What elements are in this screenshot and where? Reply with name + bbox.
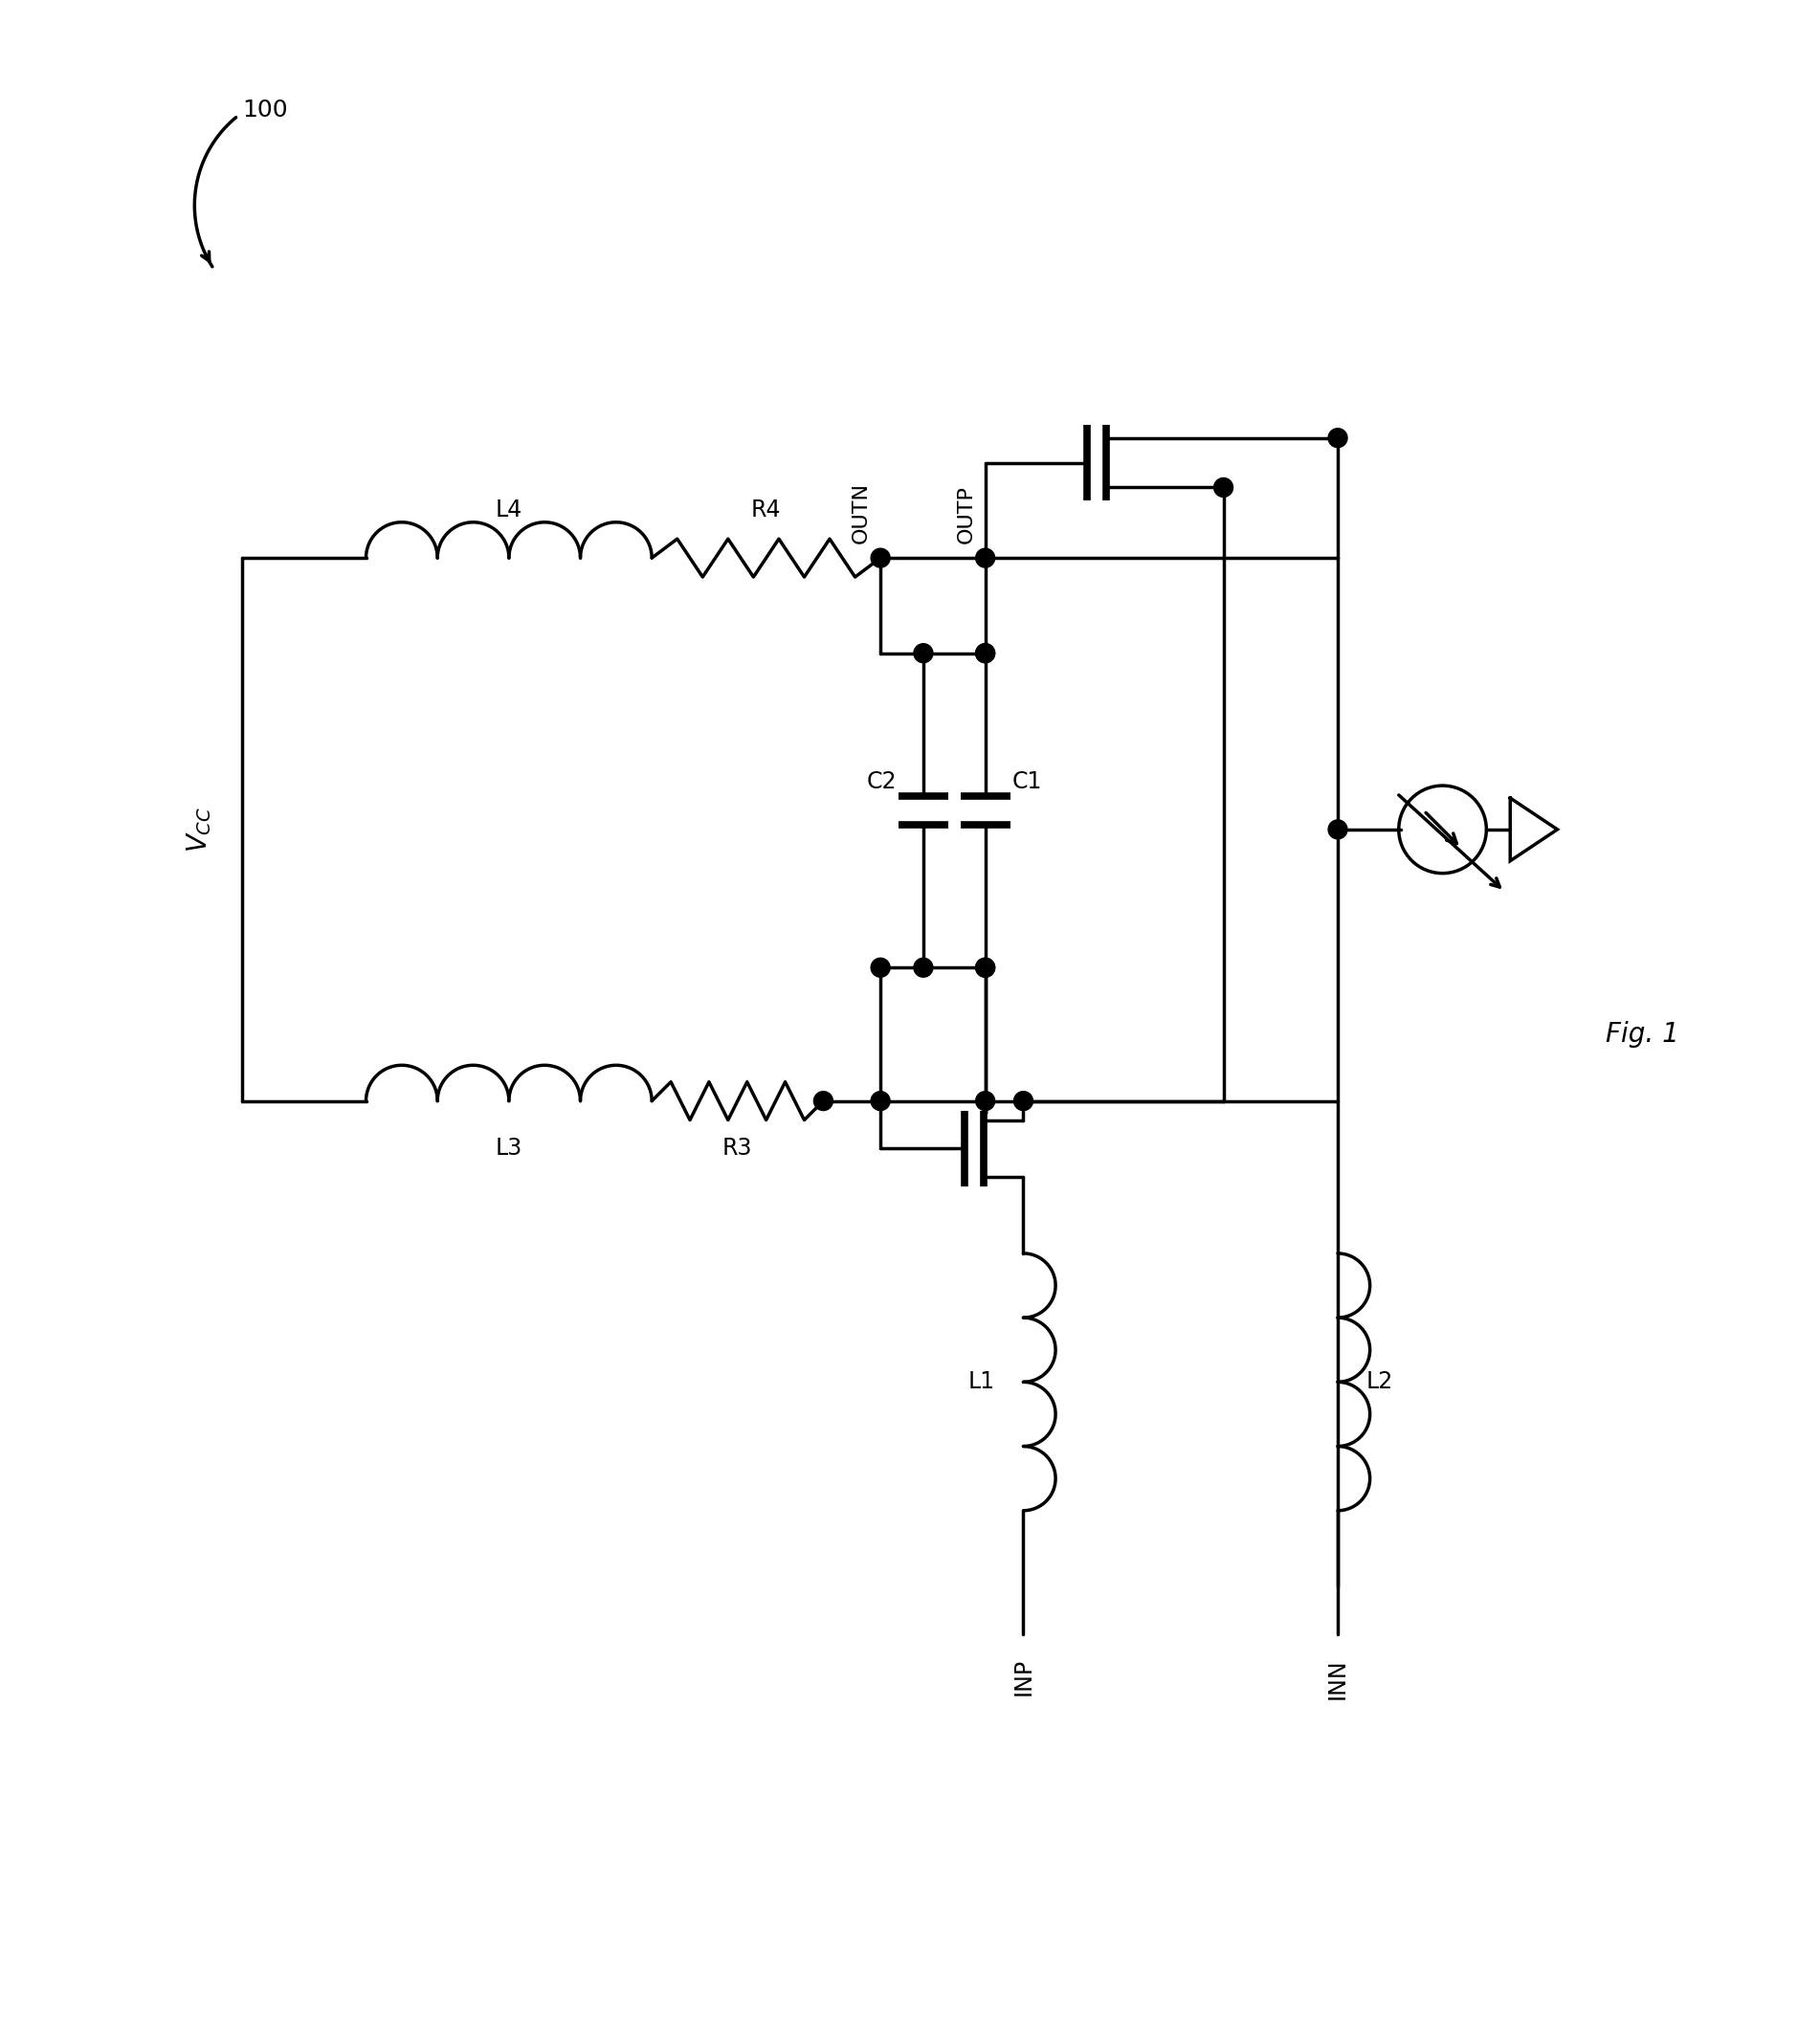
Text: 100: 100: [242, 98, 288, 122]
Circle shape: [976, 644, 996, 663]
Circle shape: [1329, 820, 1347, 838]
Text: INP: INP: [1012, 1658, 1036, 1696]
Circle shape: [976, 958, 996, 977]
Text: OUTP: OUTP: [957, 485, 976, 544]
Circle shape: [1014, 1091, 1034, 1111]
Text: C1: C1: [1012, 771, 1043, 793]
Text: OUTN: OUTN: [852, 483, 872, 544]
Text: L4: L4: [495, 500, 522, 522]
Circle shape: [914, 644, 934, 663]
Text: L3: L3: [495, 1138, 522, 1160]
Circle shape: [914, 958, 934, 977]
Text: $V_{CC}$: $V_{CC}$: [186, 807, 213, 852]
Text: R4: R4: [752, 500, 781, 522]
Text: Fig. 1: Fig. 1: [1605, 1022, 1680, 1048]
Text: C2: C2: [866, 771, 897, 793]
Text: R3: R3: [723, 1138, 753, 1160]
Circle shape: [976, 958, 996, 977]
Circle shape: [1329, 428, 1347, 447]
Circle shape: [1214, 477, 1232, 498]
Circle shape: [976, 1091, 996, 1111]
Text: INN: INN: [1327, 1658, 1349, 1698]
Circle shape: [976, 548, 996, 567]
Circle shape: [872, 548, 890, 567]
Text: L1: L1: [968, 1370, 996, 1393]
Text: L2: L2: [1367, 1370, 1394, 1393]
Circle shape: [976, 644, 996, 663]
Circle shape: [872, 958, 890, 977]
Circle shape: [814, 1091, 834, 1111]
Circle shape: [872, 1091, 890, 1111]
